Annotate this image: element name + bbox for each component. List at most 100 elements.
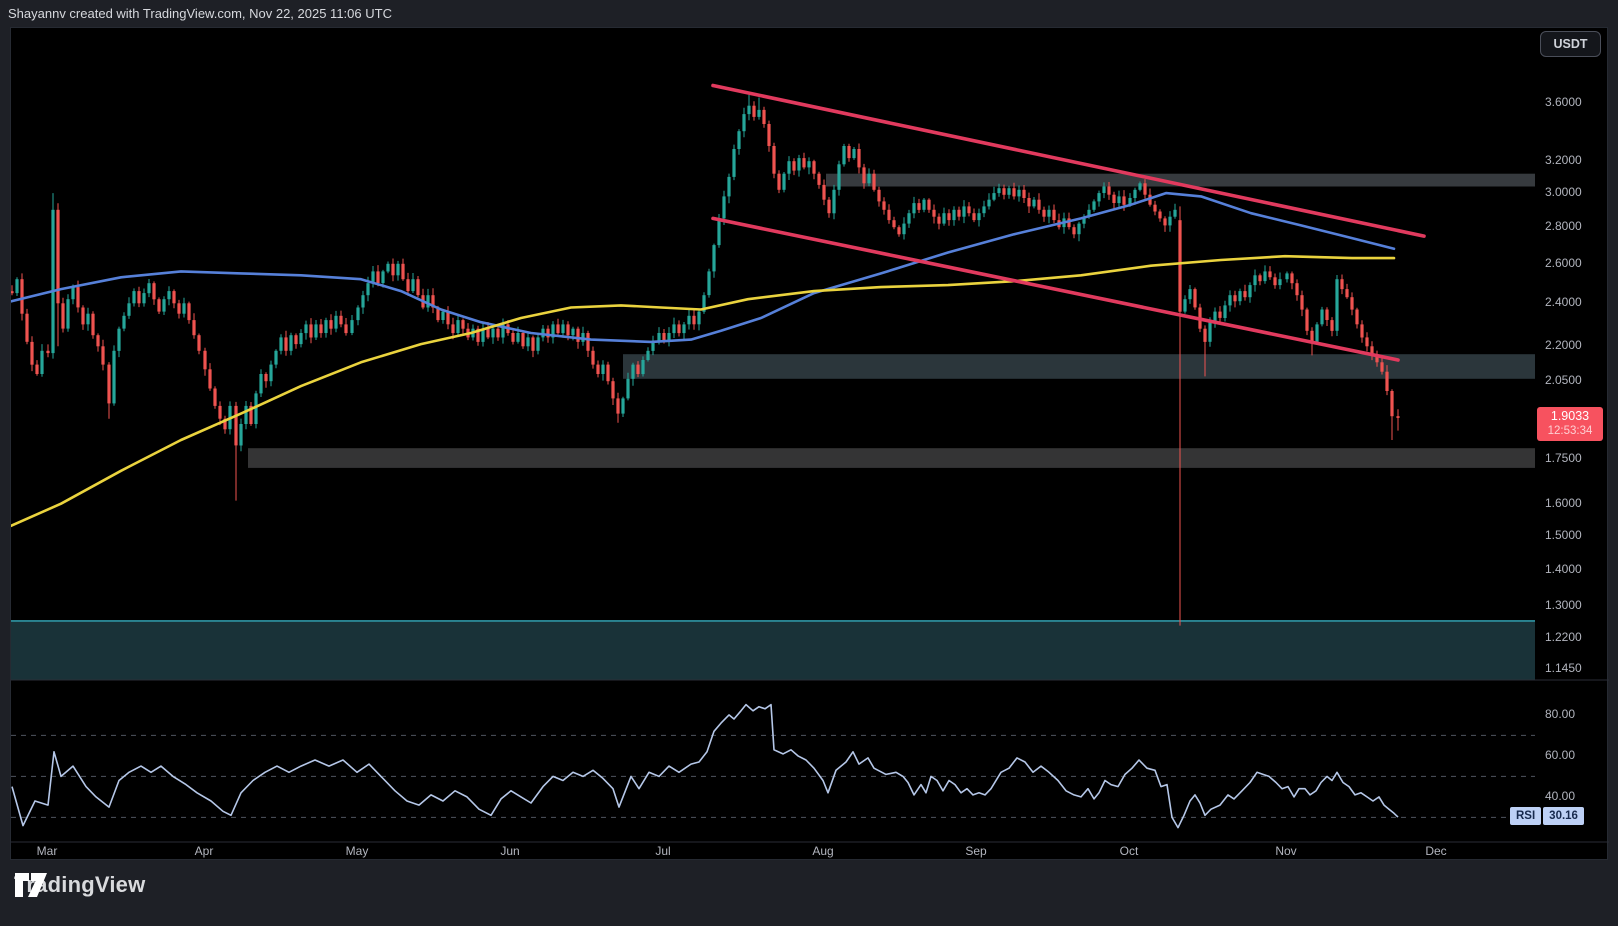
candle bbox=[51, 193, 55, 359]
candle bbox=[1330, 317, 1334, 337]
price-chart-canvas[interactable] bbox=[11, 28, 1609, 861]
candle bbox=[426, 288, 430, 312]
candle bbox=[1203, 325, 1207, 377]
tradingview-logo[interactable]: TradingView bbox=[14, 872, 145, 898]
candle bbox=[1278, 272, 1282, 290]
candle bbox=[101, 339, 105, 371]
candle bbox=[1268, 266, 1272, 280]
candle bbox=[626, 372, 630, 401]
candle bbox=[902, 217, 906, 240]
upper-channel-trendline[interactable] bbox=[711, 83, 1426, 238]
candle bbox=[299, 329, 303, 348]
candle bbox=[561, 319, 565, 338]
candle bbox=[992, 186, 996, 202]
candle bbox=[651, 335, 655, 356]
candle bbox=[309, 318, 313, 344]
candle bbox=[81, 305, 85, 330]
candle bbox=[1112, 191, 1116, 210]
candle bbox=[15, 277, 19, 296]
candle bbox=[107, 362, 111, 419]
candle bbox=[1193, 287, 1197, 310]
candle bbox=[792, 158, 796, 176]
candle bbox=[269, 360, 273, 387]
candle bbox=[142, 288, 146, 307]
candle bbox=[586, 330, 590, 357]
candle bbox=[697, 308, 701, 331]
candle bbox=[112, 345, 116, 406]
candle bbox=[1295, 279, 1299, 301]
candle bbox=[1350, 292, 1354, 316]
candle bbox=[1238, 288, 1242, 306]
candle bbox=[672, 317, 676, 338]
attribution-text: Shayannv created with TradingView.com, N… bbox=[8, 6, 392, 21]
candle bbox=[451, 317, 455, 340]
candle bbox=[177, 299, 181, 319]
candle bbox=[339, 310, 343, 328]
candle bbox=[1143, 179, 1147, 199]
candle bbox=[46, 344, 50, 358]
candle bbox=[677, 320, 681, 337]
candle bbox=[1158, 209, 1162, 222]
candle bbox=[187, 301, 191, 324]
candle bbox=[1027, 192, 1031, 213]
candle bbox=[279, 334, 283, 355]
candle bbox=[917, 198, 921, 213]
candle bbox=[289, 332, 293, 356]
candle bbox=[446, 306, 450, 330]
candle bbox=[611, 377, 615, 405]
candle bbox=[1213, 307, 1217, 328]
candle bbox=[1300, 290, 1304, 317]
candle bbox=[692, 309, 696, 330]
candle bbox=[1077, 221, 1081, 242]
candle bbox=[782, 172, 786, 193]
candle bbox=[601, 360, 605, 381]
ma-blue-line[interactable] bbox=[11, 191, 1396, 344]
candle bbox=[1032, 197, 1036, 209]
candle bbox=[35, 360, 39, 376]
resistance-zone-3.0 bbox=[826, 173, 1535, 187]
rsi-value-badge: RSI 30.16 bbox=[1510, 807, 1584, 825]
candle bbox=[496, 326, 500, 341]
candle bbox=[1107, 182, 1111, 200]
candle bbox=[481, 323, 485, 347]
candle bbox=[96, 333, 100, 352]
candle bbox=[1396, 409, 1400, 431]
candle bbox=[842, 143, 846, 167]
candle bbox=[264, 372, 268, 388]
candle bbox=[1178, 206, 1182, 626]
candle bbox=[1228, 290, 1232, 312]
candle bbox=[957, 206, 961, 221]
candle bbox=[249, 402, 253, 426]
candle bbox=[396, 260, 400, 281]
candle bbox=[742, 107, 746, 138]
quote-currency-button[interactable]: USDT bbox=[1540, 31, 1601, 57]
candle bbox=[91, 311, 95, 339]
candle bbox=[284, 330, 288, 356]
candle bbox=[1345, 283, 1349, 299]
candle bbox=[967, 202, 971, 217]
candle bbox=[827, 197, 831, 218]
ma-yellow-line[interactable] bbox=[11, 254, 1396, 528]
candle bbox=[947, 209, 951, 226]
candle bbox=[11, 285, 14, 296]
lower-channel-trendline[interactable] bbox=[711, 216, 1400, 362]
candle bbox=[887, 204, 891, 224]
tradingview-logo-icon bbox=[15, 873, 47, 897]
candle bbox=[208, 363, 212, 391]
candle bbox=[1315, 322, 1319, 345]
candle bbox=[239, 418, 243, 452]
candle bbox=[702, 292, 706, 314]
candle bbox=[682, 322, 686, 340]
candle bbox=[1183, 295, 1187, 314]
candle bbox=[1092, 199, 1096, 212]
candle bbox=[797, 154, 801, 177]
candle bbox=[732, 144, 736, 181]
candle bbox=[631, 362, 635, 386]
candle bbox=[334, 310, 338, 333]
candle bbox=[822, 179, 826, 206]
last-price-badge: 1.9033 12:53:34 bbox=[1537, 407, 1603, 441]
candle bbox=[862, 163, 866, 189]
candle bbox=[621, 396, 625, 417]
candle bbox=[1385, 365, 1389, 396]
mid-zone-2.1 bbox=[623, 354, 1535, 379]
